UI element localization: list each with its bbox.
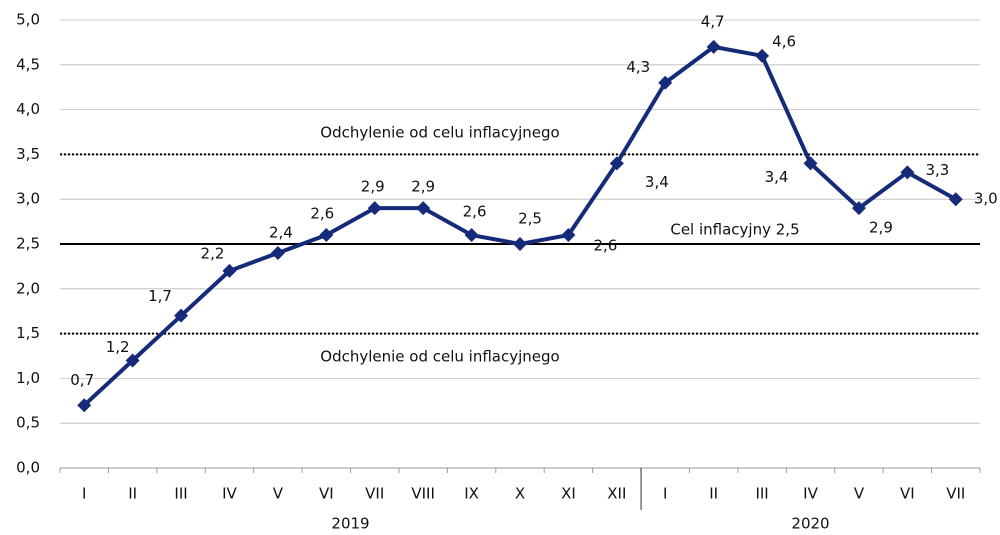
y-tick-label: 1,5 xyxy=(16,324,40,342)
value-label: 3,4 xyxy=(645,173,669,191)
y-tick-label: 1,0 xyxy=(16,369,40,387)
y-tick-label: 2,5 xyxy=(16,235,40,253)
x-tick-label: VII xyxy=(946,485,965,503)
value-label: 3,0 xyxy=(974,190,998,208)
x-tick-label: VIII xyxy=(411,485,435,503)
marker xyxy=(706,39,721,54)
y-tick-label: 5,0 xyxy=(16,11,40,29)
value-label: 2,5 xyxy=(518,210,542,228)
marker xyxy=(851,201,866,216)
x-tick-label: V xyxy=(854,485,865,503)
marker xyxy=(367,201,382,216)
value-label: 2,2 xyxy=(201,244,225,262)
x-tick-label: III xyxy=(755,485,768,503)
reference-label: Odchylenie od celu inflacyjnego xyxy=(320,348,559,366)
value-label: 4,3 xyxy=(626,58,650,76)
x-tick-label: XII xyxy=(607,485,626,503)
marker xyxy=(561,228,576,243)
value-label: 1,7 xyxy=(148,287,172,305)
x-tick-label: I xyxy=(82,485,86,503)
marker xyxy=(125,353,140,368)
value-label: 3,4 xyxy=(765,168,789,186)
reference-label: Cel inflacyjny 2,5 xyxy=(670,221,799,239)
y-tick-label: 2,0 xyxy=(16,279,40,297)
x-tick-label: VI xyxy=(319,485,334,503)
x-tick-label: V xyxy=(273,485,284,503)
x-tick-label: IX xyxy=(464,485,479,503)
value-label: 2,9 xyxy=(869,219,893,237)
x-tick-label: II xyxy=(128,485,137,503)
marker xyxy=(174,308,189,323)
value-label: 2,6 xyxy=(593,237,617,255)
x-tick-label: I xyxy=(663,485,667,503)
marker xyxy=(464,228,479,243)
x-tick-label: IV xyxy=(222,485,237,503)
x-tick-label: X xyxy=(515,485,525,503)
y-tick-label: 0,5 xyxy=(16,414,40,432)
x-tick-label: XI xyxy=(561,485,576,503)
value-label: 4,7 xyxy=(701,12,725,30)
reference-label: Odchylenie od celu inflacyjnego xyxy=(320,124,559,142)
marker xyxy=(319,228,334,243)
marker xyxy=(270,245,285,260)
value-label: 2,6 xyxy=(310,205,334,223)
marker xyxy=(900,165,915,180)
value-label: 4,6 xyxy=(772,32,796,50)
value-label: 2,9 xyxy=(361,178,385,196)
value-label: 2,4 xyxy=(269,223,293,241)
marker xyxy=(755,48,770,63)
value-label: 0,7 xyxy=(70,371,94,389)
marker xyxy=(948,192,963,207)
x-tick-label: VII xyxy=(365,485,384,503)
x-tick-label: VI xyxy=(900,485,915,503)
x-tick-label: IV xyxy=(803,485,818,503)
marker xyxy=(609,156,624,171)
x-tick-label: III xyxy=(174,485,187,503)
x-group-label: 2019 xyxy=(331,515,369,533)
x-tick-label: II xyxy=(709,485,718,503)
y-tick-label: 4,0 xyxy=(16,100,40,118)
marker xyxy=(658,75,673,90)
marker xyxy=(416,201,431,216)
marker xyxy=(77,398,92,413)
value-label: 2,9 xyxy=(411,178,435,196)
x-group-label: 2020 xyxy=(791,515,829,533)
value-label: 2,6 xyxy=(463,203,487,221)
y-tick-label: 3,5 xyxy=(16,145,40,163)
y-tick-label: 3,0 xyxy=(16,190,40,208)
value-label: 3,3 xyxy=(925,161,949,179)
marker xyxy=(513,237,527,251)
marker xyxy=(803,156,818,171)
value-label: 1,2 xyxy=(106,338,130,356)
y-tick-label: 4,5 xyxy=(16,55,40,73)
marker xyxy=(222,263,237,278)
y-tick-label: 0,0 xyxy=(16,459,40,477)
